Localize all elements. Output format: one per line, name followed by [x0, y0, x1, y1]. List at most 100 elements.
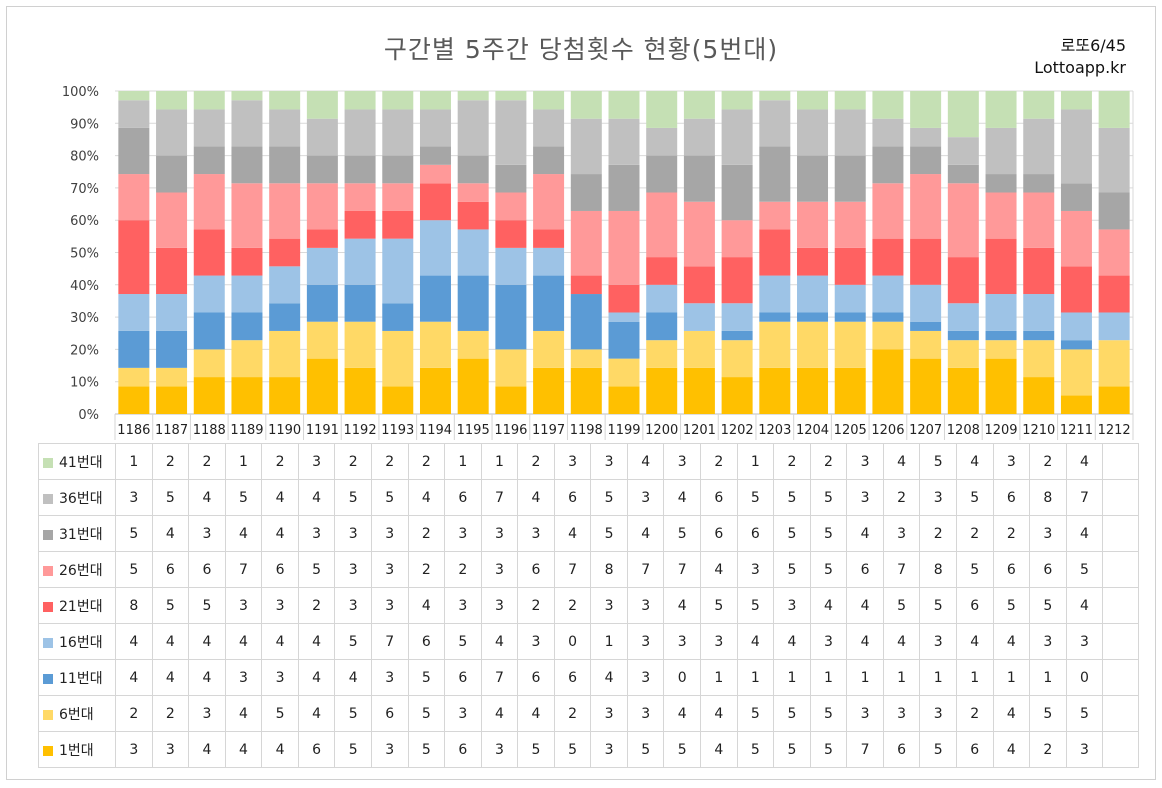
- table-cell: 4: [700, 695, 738, 732]
- bar-segment: [797, 91, 829, 110]
- bar-segment: [306, 358, 338, 414]
- bar-segment: [495, 284, 527, 350]
- table-cell: 4: [115, 659, 153, 696]
- bar-segment: [646, 257, 678, 285]
- bar-segment: [306, 247, 338, 285]
- table-cell: 4: [188, 731, 226, 768]
- table-cell: 4: [115, 623, 153, 660]
- bar-segment: [193, 174, 225, 230]
- bar-segment: [910, 321, 942, 331]
- bar-segment: [1060, 210, 1092, 267]
- bar-segment: [834, 321, 866, 368]
- bar-segment: [1023, 118, 1055, 175]
- bar-segment: [570, 174, 602, 211]
- table-cell: 1: [773, 659, 811, 696]
- table-cell: 1: [224, 443, 263, 480]
- series-name: 41번대: [59, 454, 103, 471]
- bar-segment: [797, 247, 829, 276]
- table-cell: 5: [590, 515, 628, 552]
- y-tick-label: 10%: [70, 376, 99, 391]
- table-cell: 2: [1029, 443, 1067, 480]
- table-cell: 3: [773, 587, 811, 624]
- table-cell: 4: [188, 623, 226, 660]
- table-cell: 1: [736, 443, 775, 480]
- table-cell: 4: [407, 479, 446, 516]
- table-cell: 2: [115, 695, 153, 732]
- bar-segment: [156, 109, 188, 156]
- table-cell: 4: [151, 659, 190, 696]
- bar-segment: [457, 100, 489, 156]
- table-cell: 3: [480, 515, 519, 552]
- table-cell: 3: [334, 551, 372, 588]
- bar-segment: [683, 118, 715, 156]
- bar-segment: [495, 386, 527, 414]
- bar-segment: [118, 220, 150, 295]
- table-cell: 3: [846, 695, 884, 732]
- table-cell: 2: [151, 443, 190, 480]
- x-tick-label: 1192: [344, 423, 377, 438]
- table-cell: 5: [334, 695, 372, 732]
- bar-segment: [947, 303, 979, 331]
- bar-segment: [759, 91, 791, 101]
- y-tick-label: 50%: [70, 247, 99, 262]
- y-tick-label: 0%: [78, 408, 99, 423]
- table-cell: 4: [224, 515, 263, 552]
- table-cell: 3: [1065, 731, 1104, 768]
- table-cell: 2: [444, 551, 482, 588]
- table-cell: 8: [919, 551, 957, 588]
- table-cell: 2: [992, 515, 1031, 552]
- table-cell: 4: [955, 623, 994, 660]
- bar-segment: [683, 201, 715, 267]
- table-row: 31번대 5 4 3 4 4 3 3 3 2 3 3 3 4 5 4 5 6 6 5 5 4 3 2 2 2 3 4: [38, 515, 1140, 552]
- table-cell: 4: [224, 623, 263, 660]
- bar-segment: [269, 91, 301, 110]
- bar-segment: [872, 312, 904, 322]
- series-name: 26번대: [59, 562, 103, 579]
- table-cell: 3: [590, 443, 628, 480]
- bar-segment: [947, 183, 979, 258]
- table-cell: 4: [1065, 587, 1104, 624]
- table-cell: 2: [517, 443, 555, 480]
- x-tick-label: 1194: [419, 423, 452, 438]
- bar-segment: [382, 91, 414, 110]
- bar-segment: [683, 367, 715, 414]
- bar-segment: [419, 220, 451, 276]
- bar-segment: [231, 100, 263, 147]
- bar-segment: [947, 257, 979, 304]
- bar-segment: [721, 340, 753, 378]
- bar-segment: [797, 109, 829, 156]
- bar-segment: [231, 312, 263, 341]
- series-label: 1번대: [38, 731, 116, 768]
- bar-segment: [608, 91, 640, 119]
- x-tick-label: 1196: [494, 423, 527, 438]
- bar-segment: [797, 312, 829, 322]
- table-cell: 3: [882, 515, 921, 552]
- bar-segment: [269, 238, 301, 267]
- bar-segment: [1023, 174, 1055, 193]
- bar-segment: [1098, 340, 1130, 387]
- table-cell: 2: [700, 443, 738, 480]
- bar-segment: [721, 330, 753, 341]
- bar-segment: [834, 91, 866, 110]
- table-cell: 3: [809, 623, 848, 660]
- table-cell: 3: [919, 479, 957, 516]
- table-cell: 5: [1029, 695, 1067, 732]
- table-cell: 1: [919, 659, 957, 696]
- table-cell: 6: [444, 659, 482, 696]
- bar-segment: [570, 294, 602, 350]
- bar-segment: [985, 358, 1017, 414]
- x-tick-label: 1203: [758, 423, 791, 438]
- table-cell: 7: [480, 479, 519, 516]
- table-cell: 5: [773, 551, 811, 588]
- table-cell: 7: [553, 551, 592, 588]
- bar-segment: [1098, 386, 1130, 414]
- bar-segment: [1098, 275, 1130, 313]
- bar-segment: [947, 367, 979, 414]
- table-cell: 2: [151, 695, 190, 732]
- table-row: 16번대 4 4 4 4 4 4 5 7 6 5 4 3 0 1 3 3 3 4 4 3 4 4 3 4 4 3 3: [38, 623, 1140, 660]
- bar-segment: [344, 210, 376, 239]
- series-label: 16번대: [38, 623, 116, 660]
- x-tick-label: 1205: [834, 423, 867, 438]
- legend-swatch: [43, 457, 53, 468]
- bar-segment: [646, 127, 678, 156]
